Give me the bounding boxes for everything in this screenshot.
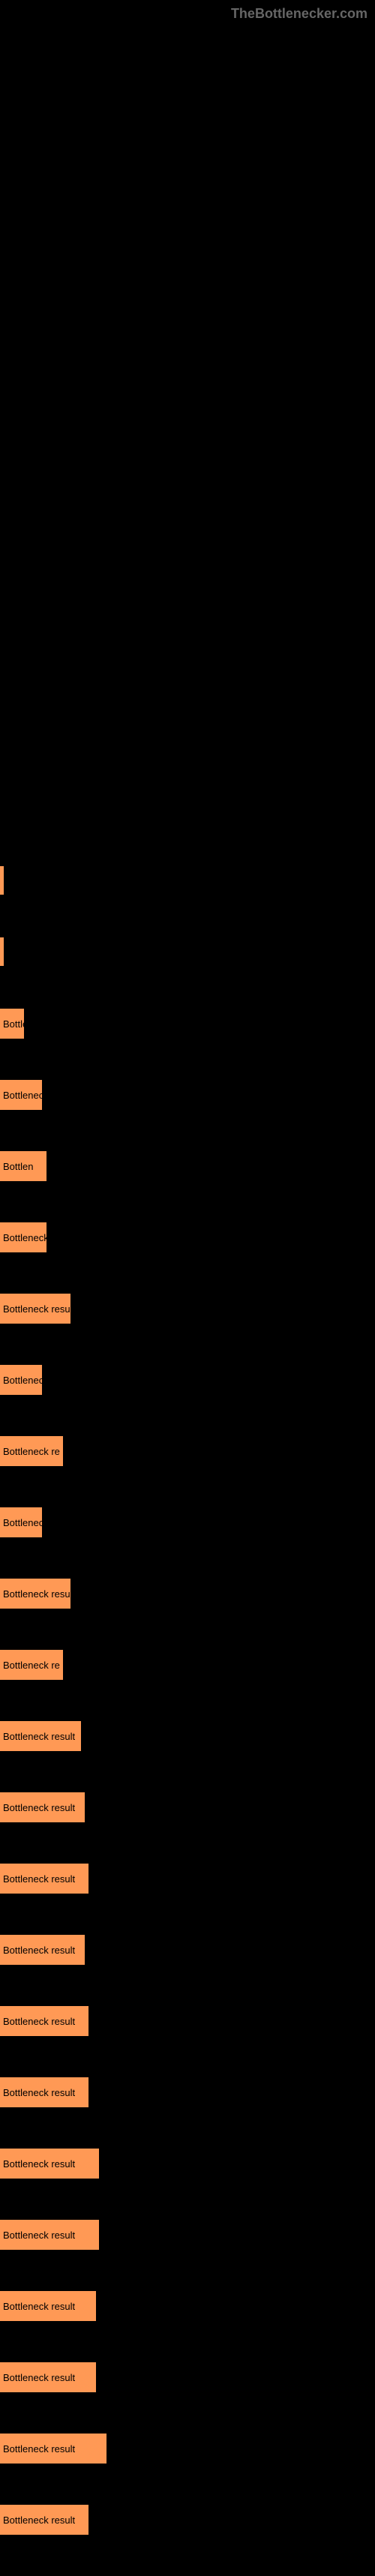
bar-row: Bottleneck result — [0, 2434, 375, 2505]
bar-value-text: Bottleneck re — [3, 1446, 60, 1457]
bar-row: Bottleneck result — [0, 2006, 375, 2077]
bar-value-text: Bottleneck result — [3, 1945, 75, 1956]
bar-row: Bottleneck — [0, 1080, 375, 1151]
bar-row: Bottleneck — [0, 1365, 375, 1436]
bar-row: Bottleneck result — [0, 1792, 375, 1864]
bar: Bottlen — [0, 1151, 46, 1181]
bar: Bottlenec — [0, 1507, 42, 1537]
bar-row: Bottleneck result — [0, 1721, 375, 1792]
bar-value-text: Bottle — [3, 1018, 24, 1030]
bar: Bottleneck result — [0, 2149, 99, 2179]
bar-row: Bottlenec — [0, 1507, 375, 1579]
bar: Bottleneck result — [0, 2434, 106, 2464]
bar-value-text: Bottleneck result — [3, 2087, 75, 2098]
bar: Bottleneck result — [0, 2006, 88, 2036]
bar-value-text: Bottleneck resu — [3, 1303, 70, 1315]
bar-row: Bottleneck resu — [0, 1579, 375, 1650]
bar-value-text: Bottlen — [3, 1161, 33, 1172]
bar: Bottle — [0, 1009, 24, 1039]
bar-value-text: Bottleneck result — [3, 1873, 75, 1885]
bar-row: Bottleneck result — [0, 1935, 375, 2006]
bar: Bottleneck — [0, 1080, 42, 1110]
bar-chart: Bottle Bottleneck Bottlen Bottleneck r Bottl… — [0, 866, 375, 2576]
bar-value-text: Bottleneck re — [3, 1660, 60, 1671]
bar-row: Bottleneck result — [0, 2149, 375, 2220]
bar: Bottleneck result — [0, 2505, 88, 2535]
watermark-text: TheBottlenecker.com — [231, 6, 368, 22]
bar: Bottleneck result — [0, 2291, 96, 2321]
bar: Bottleneck result — [0, 2077, 88, 2107]
bar-value-text: Bottleneck result — [3, 2016, 75, 2027]
bar: Bottleneck resu — [0, 1579, 70, 1609]
bar-value-text: Bottleneck result — [3, 2515, 75, 2526]
bar: Bottleneck result — [0, 2220, 99, 2250]
bar-row: Bottle — [0, 1009, 375, 1080]
bar-value-text: Bottleneck — [3, 1090, 42, 1101]
bar-value-text: Bottleneck result — [3, 2443, 75, 2455]
bar-value-text: Bottleneck result — [3, 1802, 75, 1813]
bar-row: Bottleneck result — [0, 2362, 375, 2434]
bar-value-text: Bottleneck result — [3, 2372, 75, 2383]
bar-row: Bottleneck resu — [0, 1294, 375, 1365]
bar: Bottleneck resu — [0, 1294, 70, 1324]
bar-row: Bottleneck result — [0, 2077, 375, 2149]
bar-row — [0, 866, 375, 937]
bar: Bottleneck r — [0, 1222, 46, 1252]
bar-row: Bottleneck result — [0, 2220, 375, 2291]
bar-value-text: Bottleneck result — [3, 2158, 75, 2170]
bar-value-text: Bottleneck — [3, 1375, 42, 1386]
bar-row: Bottleneck result — [0, 2505, 375, 2576]
bar-row: Bottleneck re — [0, 1650, 375, 1721]
bar — [0, 866, 4, 895]
bar: Bottleneck result — [0, 1864, 88, 1894]
bar: Bottleneck result — [0, 2362, 96, 2392]
bar-row: Bottleneck result — [0, 1864, 375, 1935]
bar-value-text: Bottleneck result — [3, 1731, 75, 1742]
bar: Bottleneck re — [0, 1650, 63, 1680]
bar-row — [0, 937, 375, 1009]
bar: Bottleneck result — [0, 1792, 85, 1822]
bar-value-text: Bottleneck resu — [3, 1588, 70, 1600]
bar — [0, 937, 4, 966]
bar-value-text: Bottleneck r — [3, 1232, 46, 1243]
bar-row: Bottlen — [0, 1151, 375, 1222]
bar-value-text: Bottlenec — [3, 1517, 42, 1528]
bar-value-text: Bottleneck result — [3, 2230, 75, 2241]
bar: Bottleneck result — [0, 1935, 85, 1965]
bar-value-text: Bottleneck result — [3, 2301, 75, 2312]
bar: Bottleneck re — [0, 1436, 63, 1466]
bar-row: Bottleneck result — [0, 2291, 375, 2362]
bar: Bottleneck result — [0, 1721, 81, 1751]
bar-row: Bottleneck re — [0, 1436, 375, 1507]
bar: Bottleneck — [0, 1365, 42, 1395]
bar-row: Bottleneck r — [0, 1222, 375, 1294]
